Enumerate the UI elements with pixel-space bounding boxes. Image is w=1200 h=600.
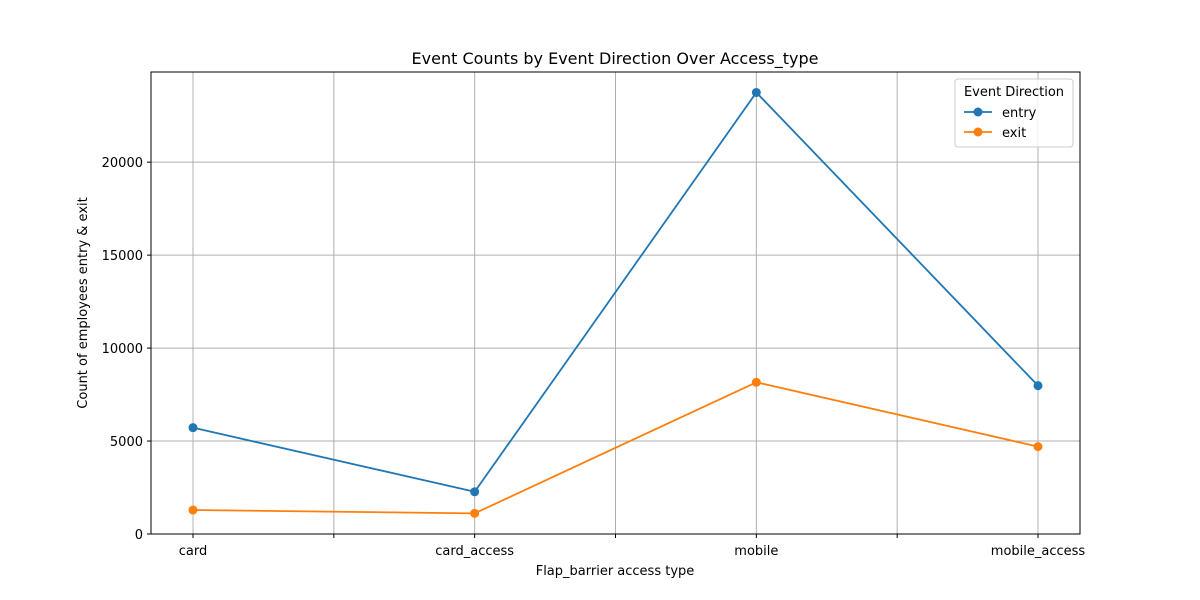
- series-line-entry: [192, 91, 1039, 493]
- grid: [151, 72, 1080, 534]
- series-line-exit: [192, 381, 1039, 515]
- y-axis-label: Count of employees entry & exit: [76, 197, 91, 408]
- axis-ticks: card card_access mobile mobile_access 0 5000 1…: [102, 156, 1086, 559]
- y-tick-label: 0: [135, 528, 143, 543]
- data-point-exit: [470, 508, 480, 518]
- legend-label-exit: exit: [1002, 126, 1026, 141]
- chart-title: Event Counts by Event Direction Over Acc…: [412, 49, 819, 69]
- data-point-exit: [751, 377, 761, 387]
- y-tick-label: 10000: [102, 342, 143, 357]
- data-point-entry: [1033, 381, 1043, 391]
- x-axis-label: Flap_barrier access type: [536, 564, 695, 579]
- x-tick-label: card: [179, 544, 207, 559]
- legend-label-entry: entry: [1002, 106, 1037, 121]
- y-tick-label: 20000: [102, 156, 143, 171]
- legend-marker-exit: [973, 127, 983, 137]
- legend-box: [954, 78, 1074, 148]
- series: [188, 87, 1043, 518]
- legend-marker-entry: [973, 107, 983, 117]
- x-tick-label: mobile_access: [991, 544, 1086, 559]
- data-point-exit: [188, 505, 198, 515]
- data-point-entry: [188, 423, 198, 433]
- y-tick-label: 5000: [110, 435, 143, 450]
- data-point-exit: [1033, 442, 1043, 452]
- y-tick-label: 15000: [102, 249, 143, 264]
- data-point-entry: [470, 487, 480, 497]
- x-tick-label: card_access: [435, 544, 514, 559]
- legend: Event Direction entry exit: [954, 78, 1074, 148]
- x-tick-label: mobile: [734, 544, 778, 559]
- legend-title: Event Direction: [964, 85, 1064, 100]
- data-point-entry: [751, 87, 761, 97]
